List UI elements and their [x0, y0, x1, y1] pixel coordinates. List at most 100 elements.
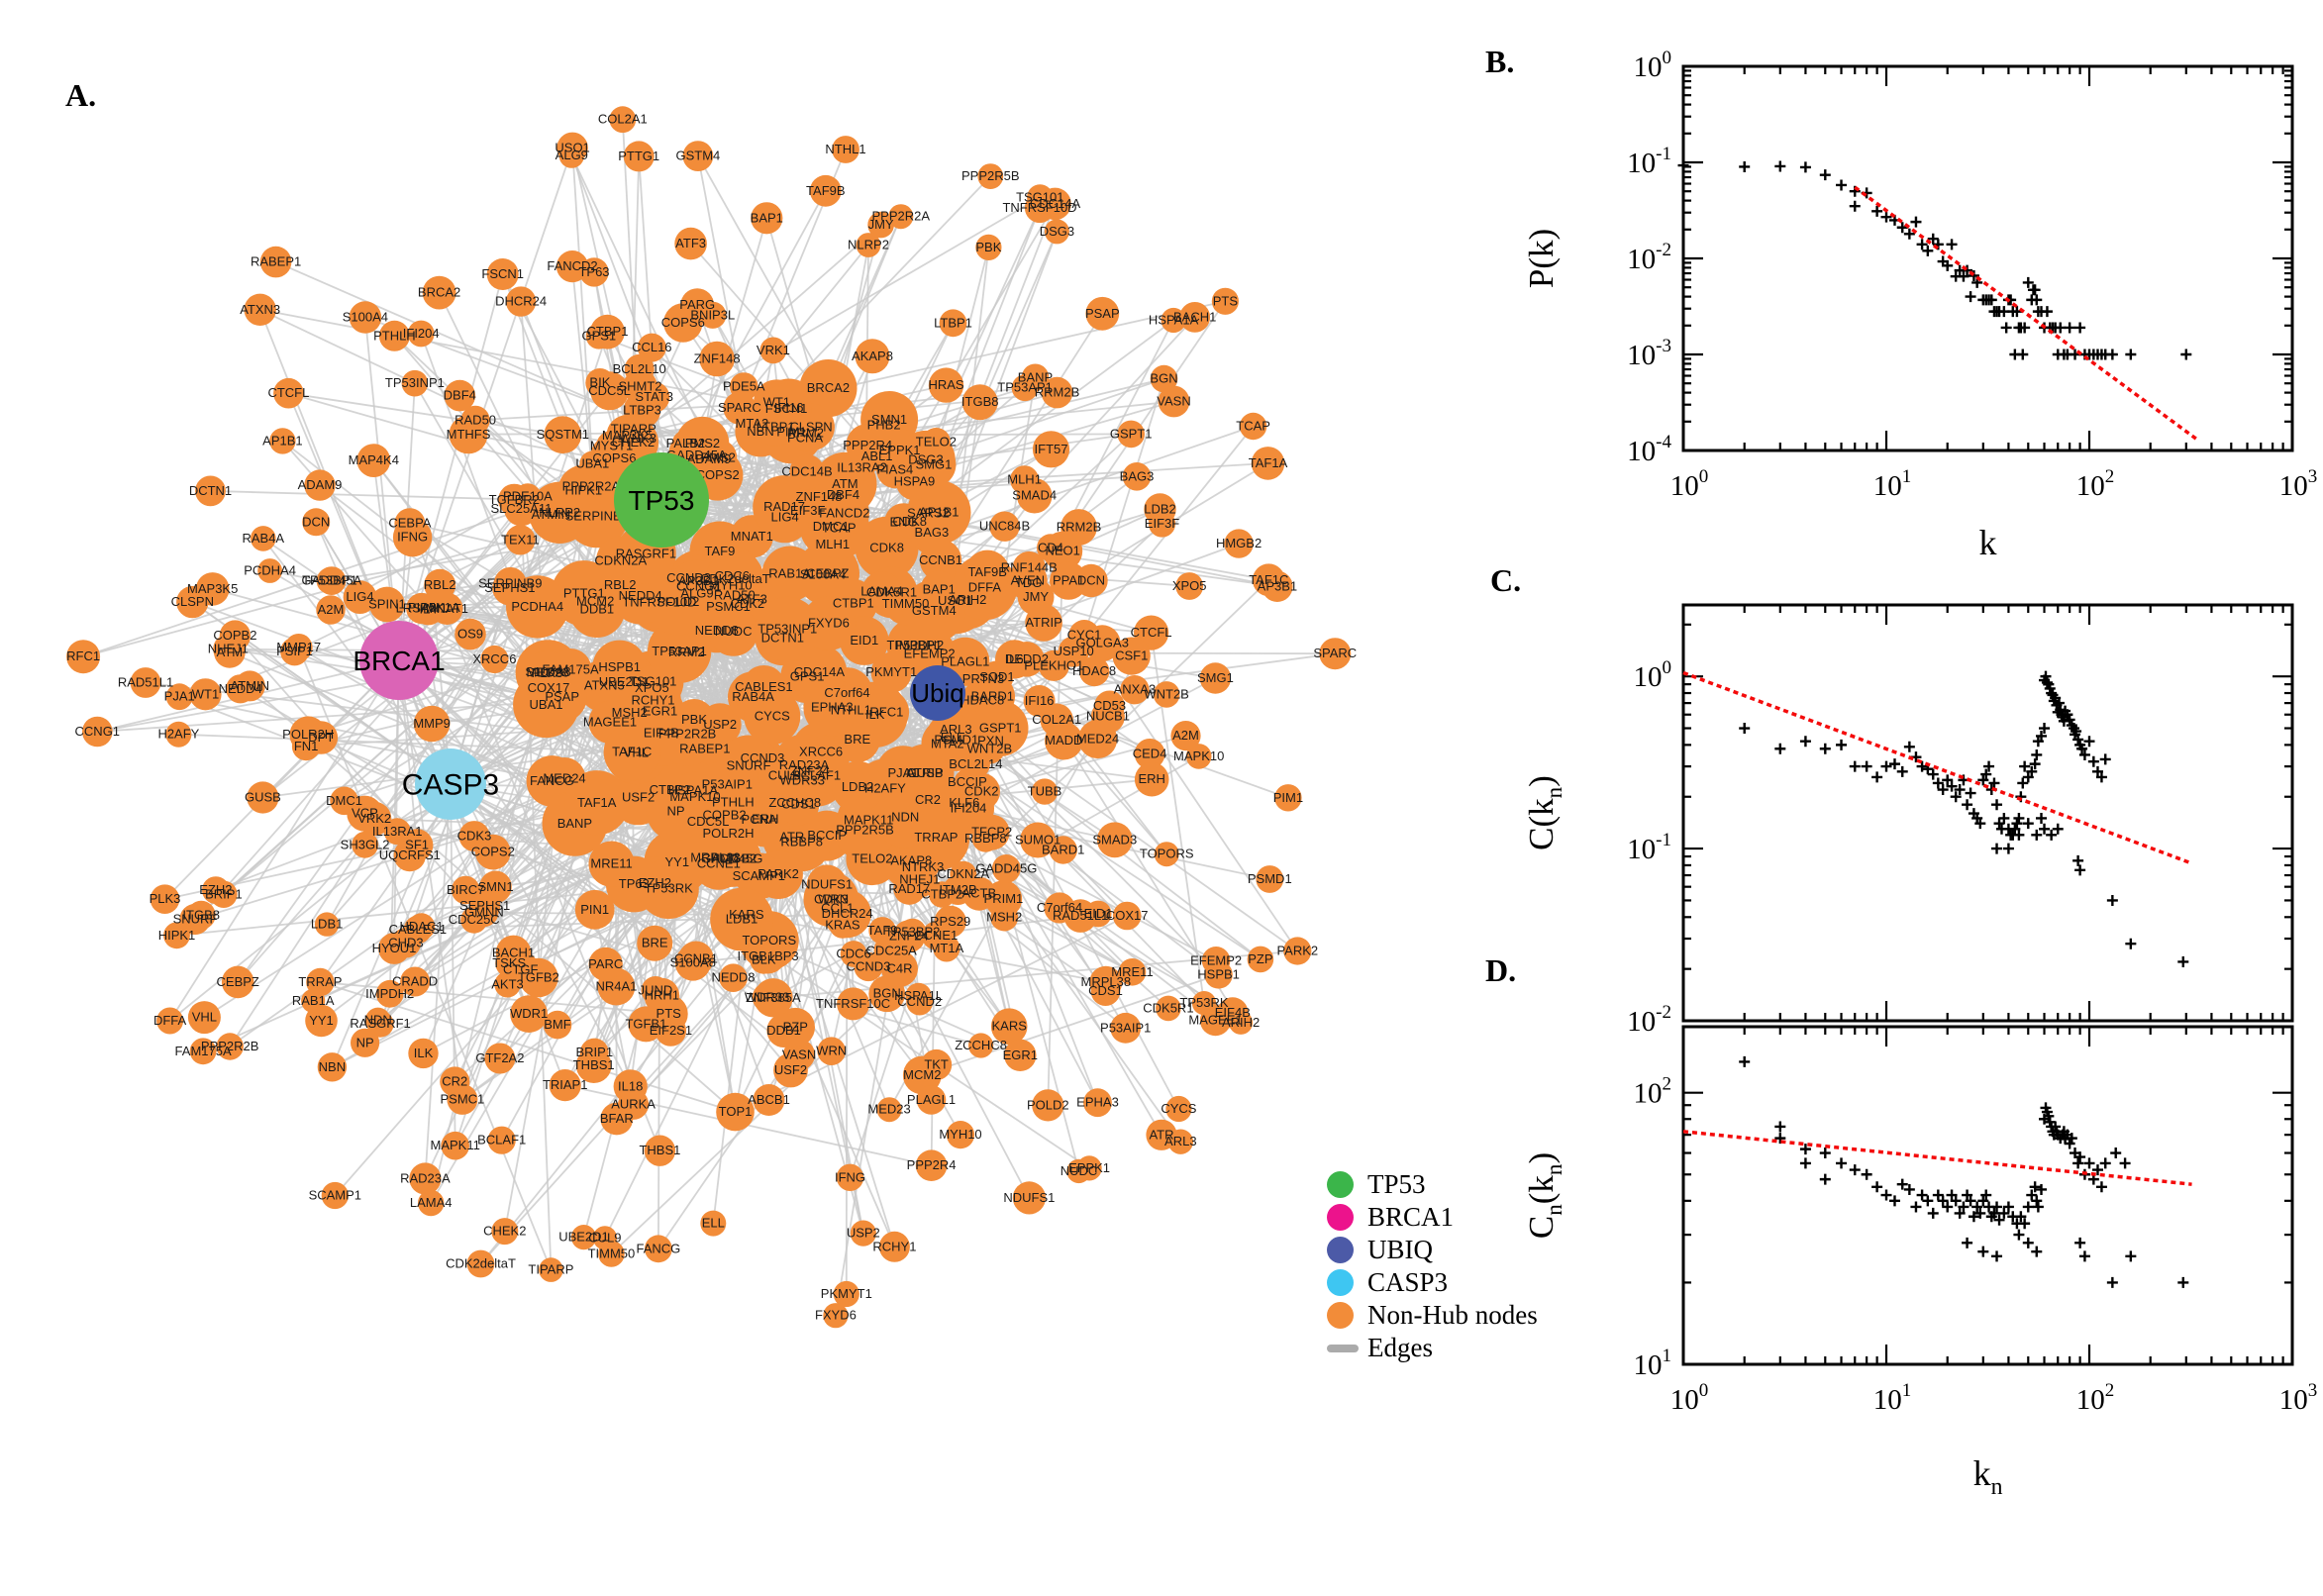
network-edge: [330, 196, 1041, 611]
network-node: [708, 606, 758, 656]
network-node: [257, 558, 282, 583]
network-node: [1153, 681, 1180, 708]
gene-label: H2AFY: [864, 780, 906, 795]
network-node: [575, 1047, 612, 1083]
network-node: [1122, 462, 1152, 491]
gene-label: BIRC7: [447, 882, 484, 897]
data-point: [1965, 1195, 1976, 1207]
gene-label: MTA2: [931, 737, 964, 751]
data-point: [2110, 1147, 2122, 1159]
gene-label: XRCC6: [799, 744, 843, 758]
network-node: [479, 870, 512, 904]
network-node: [375, 979, 404, 1008]
gene-label: PJA1: [887, 765, 918, 780]
network-node: [991, 854, 1021, 883]
network-node: [644, 977, 680, 1014]
network-node: [929, 881, 956, 908]
gene-label: FAM175A: [543, 661, 599, 676]
data-point: [1977, 1246, 1989, 1257]
gene-label: CLSPN: [171, 594, 214, 609]
network-node: [646, 781, 706, 842]
gene-label: ADAM9: [298, 477, 343, 492]
data-point: [2013, 1229, 2025, 1241]
network-node: [895, 463, 934, 501]
network-node: [920, 570, 958, 609]
gene-label: AVEN: [1011, 572, 1045, 587]
y-tick-label: 101: [1634, 1346, 1672, 1381]
gene-label: SCAMP1: [733, 868, 785, 883]
panel-b-label: B.: [1485, 44, 1515, 79]
gene-label: RPS29: [930, 914, 970, 929]
gene-label: DSG3: [908, 452, 943, 467]
gene-label: LIG4: [346, 589, 373, 604]
network-node: [855, 339, 890, 374]
gene-label: CCNB1: [919, 552, 962, 567]
gene-label: PDE5A: [723, 379, 765, 394]
gene-label: PPP2R2B: [658, 727, 717, 742]
network-node: [1076, 1155, 1102, 1181]
gene-label: CTBP1: [833, 595, 874, 610]
gene-label: LDB2: [842, 779, 874, 794]
plot-frame: [1681, 603, 2294, 1023]
casp3-hub-swatch: [1327, 1269, 1354, 1296]
gene-label: CYCS: [1161, 1101, 1196, 1116]
data-point: [2070, 726, 2082, 738]
data-point: [1871, 771, 1883, 783]
gene-label: DPT: [308, 730, 334, 745]
gene-label: RASGRF1: [350, 1016, 410, 1031]
data-point: [1937, 784, 1949, 796]
gene-label: UBA1: [530, 697, 563, 712]
network-edge: [450, 783, 656, 992]
network-node: [990, 903, 1019, 932]
gene-label: TP63: [578, 264, 609, 279]
gene-label: FN1: [294, 739, 319, 753]
data-point: [1922, 1195, 1934, 1207]
gene-label: TOPORS: [1140, 847, 1194, 861]
network-node: [862, 442, 891, 471]
legend-item-nonhub: Non-Hub nodes: [1327, 1299, 1538, 1332]
gene-label: CDC14A: [794, 664, 846, 679]
gene-label: NR4A1: [595, 979, 637, 994]
data-point: [2091, 349, 2103, 360]
gene-label: WT1: [192, 686, 219, 701]
gene-label: SPARC: [1313, 646, 1357, 660]
y-tick-label: 10-3: [1627, 336, 1671, 371]
network-node: [532, 496, 570, 534]
data-point: [2066, 1133, 2077, 1145]
gene-label: THBS1: [639, 1143, 680, 1157]
hub-label-casp3: CASP3: [402, 769, 499, 802]
gene-label: LDB1: [311, 917, 344, 932]
gene-label: PCDHA4: [511, 599, 563, 614]
legend-label: CASP3: [1367, 1267, 1449, 1297]
data-point: [1932, 239, 1944, 250]
network-node: [975, 234, 1002, 260]
network-node: [186, 900, 216, 930]
gene-label: COPB2: [703, 808, 747, 823]
gene-label: IL13RA1: [372, 824, 423, 839]
network-node: [1041, 376, 1073, 409]
gene-label: ADAM9: [687, 451, 732, 466]
network-node: [558, 143, 584, 168]
network-node: [304, 469, 336, 501]
data-point: [1927, 1207, 1939, 1219]
network-node: [674, 945, 711, 981]
hub-label-tp53: TP53: [629, 485, 695, 516]
data-point: [2106, 349, 2118, 360]
gene-label: SERPINB9: [565, 508, 629, 523]
gene-label: COPS6: [661, 315, 705, 330]
gene-label: EFEMP2: [904, 647, 956, 661]
data-point: [2070, 349, 2081, 360]
gene-label: CDC25C: [449, 912, 500, 927]
gene-label: TDG: [1015, 575, 1042, 590]
network-node: [1004, 1039, 1037, 1072]
data-point: [2074, 1151, 2086, 1163]
gene-label: CTBP1: [587, 324, 629, 339]
gene-label: CYC1: [1067, 628, 1102, 643]
network-node: [1089, 965, 1123, 999]
data-point: [2005, 829, 2017, 841]
gene-label: PPP2R2A: [562, 479, 621, 494]
network-node: [689, 832, 742, 884]
network-node: [737, 409, 767, 439]
data-point: [1888, 758, 1900, 770]
x-axis-label: k: [1979, 523, 1997, 562]
